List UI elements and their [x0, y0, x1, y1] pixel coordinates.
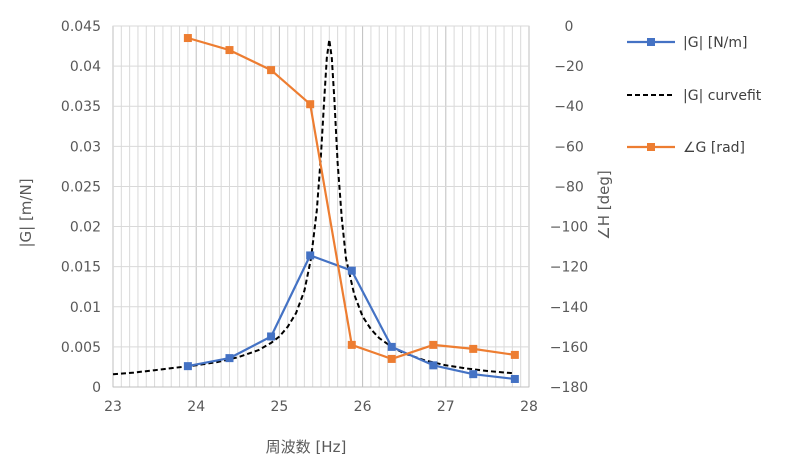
- data-point: [225, 354, 234, 363]
- y-tick-label: 0.02: [70, 220, 101, 236]
- y-tick-label: 0.03: [70, 139, 101, 155]
- grid: [112, 25, 530, 388]
- legend-label: |G| curvefit: [683, 88, 762, 104]
- y2-tick-label: −120: [550, 260, 588, 276]
- x-tick-label: 23: [104, 399, 122, 415]
- data-point: [469, 370, 478, 379]
- data-point: [429, 361, 438, 370]
- tick-labels: 23 24 25 26 27 28 0 0.005 0.01 0.015 0.02 0.025 0.03…: [61, 19, 588, 415]
- y-axis-title: |G| [m/N]: [17, 178, 35, 247]
- x-tick-label: 26: [354, 399, 372, 415]
- y-tick-label: 0.015: [61, 260, 101, 276]
- legend-entry: |G| [N/m]: [627, 35, 747, 51]
- y2-tick-label: −20: [554, 59, 584, 75]
- legend-entry: ∠G [rad]: [627, 140, 745, 156]
- data-point: [387, 342, 396, 351]
- legend-entry: |G| curvefit: [627, 88, 762, 104]
- data-point: [469, 344, 478, 353]
- y-tick-label: 0.04: [70, 59, 101, 75]
- y2-tick-label: −180: [550, 380, 588, 396]
- series-layer: [112, 34, 519, 383]
- y-tick-label: 0.045: [61, 19, 101, 35]
- x-tick-label: 25: [270, 399, 288, 415]
- data-point: [347, 340, 356, 349]
- data-point: [429, 340, 438, 349]
- y2-tick-label: −80: [554, 179, 584, 195]
- y2-tick-label: −100: [550, 220, 588, 236]
- x-tick-label: 24: [187, 399, 205, 415]
- data-point: [183, 34, 192, 43]
- y2-tick-label: −40: [554, 99, 584, 115]
- y2-tick-label: −60: [554, 139, 584, 155]
- data-point: [183, 362, 192, 371]
- data-point: [306, 251, 315, 260]
- legend-marker: [647, 38, 655, 46]
- data-point: [267, 332, 276, 341]
- y-tick-label: 0.025: [61, 179, 101, 195]
- y-tick-label: 0: [92, 380, 101, 396]
- legend-label: ∠G [rad]: [683, 140, 745, 156]
- data-point: [306, 100, 315, 109]
- data-point: [510, 350, 519, 359]
- y2-tick-label: −160: [550, 340, 588, 356]
- x-axis-title: 周波数 [Hz]: [266, 438, 347, 456]
- data-point: [267, 66, 276, 75]
- legend: |G| [N/m] |G| curvefit ∠G [rad]: [627, 35, 762, 156]
- x-tick-label: 27: [437, 399, 455, 415]
- legend-marker: [647, 143, 655, 151]
- y2-tick-label: −140: [550, 300, 588, 316]
- y-tick-label: 0.005: [61, 340, 101, 356]
- y2-tick-label: 0: [565, 19, 574, 35]
- data-point: [510, 374, 519, 383]
- y2-axis-title: ∠H [deg]: [595, 170, 613, 239]
- y-tick-label: 0.01: [70, 300, 101, 316]
- data-point: [225, 46, 234, 55]
- y-tick-label: 0.035: [61, 99, 101, 115]
- series-line: [112, 38, 515, 376]
- data-point: [347, 266, 356, 275]
- x-tick-label: 28: [520, 399, 538, 415]
- legend-label: |G| [N/m]: [683, 35, 747, 51]
- data-point: [387, 354, 396, 363]
